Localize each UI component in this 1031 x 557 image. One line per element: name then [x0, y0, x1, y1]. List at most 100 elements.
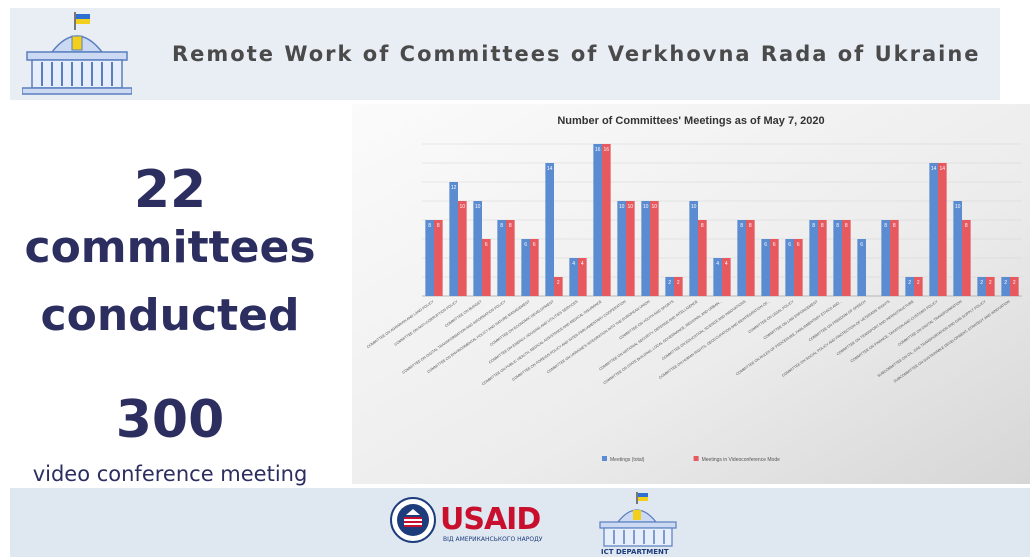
bar-data-label: 2 [1013, 280, 1016, 286]
bar-total-2 [473, 201, 482, 296]
chart-title: Number of Committees' Meetings as of May… [557, 115, 824, 127]
bar-data-label: 8 [965, 223, 968, 229]
bar-video-23 [986, 277, 995, 296]
bar-video-16 [818, 220, 827, 296]
bar-total-11 [689, 201, 698, 296]
legend-swatch [693, 456, 699, 461]
bar-video-21 [938, 163, 947, 296]
bar-data-label: 6 [533, 242, 536, 248]
bar-video-9 [650, 201, 659, 296]
bar-video-1 [458, 201, 467, 296]
bar-data-label: 8 [884, 223, 887, 229]
bar-data-label: 2 [677, 280, 680, 286]
bar-data-label: 8 [821, 223, 824, 229]
bar-data-label: 8 [428, 223, 431, 229]
bar-video-5 [554, 277, 563, 296]
bar-video-14 [770, 239, 779, 296]
bar-data-label: 8 [500, 223, 503, 229]
bar-data-label: 2 [557, 280, 560, 286]
bar-video-11 [698, 220, 707, 296]
bar-data-label: 6 [797, 242, 800, 248]
bar-video-2 [482, 239, 491, 296]
bar-video-12 [722, 258, 731, 296]
bar-video-19 [890, 220, 899, 296]
bar-data-label: 14 [547, 166, 553, 172]
bar-total-1 [449, 182, 458, 296]
bar-video-10 [674, 277, 683, 296]
bar-data-label: 8 [749, 223, 752, 229]
bar-total-13 [737, 220, 746, 296]
bar-total-23 [977, 277, 986, 296]
committee-count: 22 [133, 160, 207, 220]
bar-data-label: 10 [955, 204, 961, 210]
bar-data-label: 6 [764, 242, 767, 248]
usaid-seal-icon [390, 497, 436, 543]
bar-data-label: 6 [485, 242, 488, 248]
bar-data-label: 8 [845, 223, 848, 229]
bar-total-22 [953, 201, 962, 296]
bar-data-label: 10 [691, 204, 697, 210]
bar-data-label: 2 [980, 280, 983, 286]
bar-data-label: 8 [812, 223, 815, 229]
bar-data-label: 6 [860, 242, 863, 248]
bar-data-label: 4 [581, 261, 584, 267]
bar-video-20 [914, 277, 923, 296]
bar-video-8 [626, 201, 635, 296]
bar-total-8 [617, 201, 626, 296]
parliament-logo [22, 12, 132, 95]
bar-data-label: 12 [451, 185, 457, 191]
bar-data-label: 8 [740, 223, 743, 229]
bar-total-17 [833, 220, 842, 296]
bar-total-21 [929, 163, 938, 296]
bar-total-20 [905, 277, 914, 296]
bar-total-4 [521, 239, 530, 296]
bar-total-3 [497, 220, 506, 296]
bar-data-label: 2 [917, 280, 920, 286]
bar-total-16 [809, 220, 818, 296]
bar-total-7 [593, 144, 602, 296]
bar-data-label: 10 [460, 204, 466, 210]
bar-data-label: 6 [773, 242, 776, 248]
usaid-wordmark: USAID [440, 502, 541, 537]
meetings-bar-chart: Number of Committees' Meetings as of May… [352, 104, 1030, 484]
bar-video-22 [962, 220, 971, 296]
bar-video-3 [506, 220, 515, 296]
page-title: Remote Work of Committees of Verkhovna R… [172, 42, 981, 66]
meetings-count: 300 [115, 390, 225, 450]
bar-total-19 [881, 220, 890, 296]
bar-data-label: 2 [1004, 280, 1007, 286]
meetings-label: video conference meeting [32, 462, 308, 486]
bar-data-label: 14 [940, 166, 946, 172]
usaid-subtitle: ВІД АМЕРИКАНСЬКОГО НАРОДУ [443, 536, 543, 543]
bar-total-6 [569, 258, 578, 296]
header-band [10, 8, 1000, 100]
bar-video-0 [434, 220, 443, 296]
bar-total-14 [761, 239, 770, 296]
bar-video-6 [578, 258, 587, 296]
footer-band [10, 488, 1030, 557]
bar-data-label: 8 [893, 223, 896, 229]
bar-total-5 [545, 163, 554, 296]
bar-total-24 [1001, 277, 1010, 296]
bar-video-7 [602, 144, 611, 296]
bar-data-label: 10 [652, 204, 658, 210]
bar-video-15 [794, 239, 803, 296]
legend-label: Meetings in Videoconference Mode [702, 457, 781, 463]
bar-total-12 [713, 258, 722, 296]
legend-swatch [602, 456, 607, 461]
bar-data-label: 8 [836, 223, 839, 229]
ict-department-logo [599, 492, 677, 547]
bar-total-15 [785, 239, 794, 296]
bar-data-label: 6 [788, 242, 791, 248]
legend-label: Meetings (total) [610, 457, 645, 463]
bar-data-label: 4 [716, 261, 719, 267]
bar-data-label: 4 [572, 261, 575, 267]
bar-data-label: 16 [595, 147, 601, 153]
bar-data-label: 10 [475, 204, 481, 210]
bar-total-9 [641, 201, 650, 296]
bar-data-label: 6 [524, 242, 527, 248]
committees-word: committees [24, 222, 316, 273]
bar-data-label: 8 [701, 223, 704, 229]
bar-video-4 [530, 239, 539, 296]
bar-total-18 [857, 239, 866, 296]
